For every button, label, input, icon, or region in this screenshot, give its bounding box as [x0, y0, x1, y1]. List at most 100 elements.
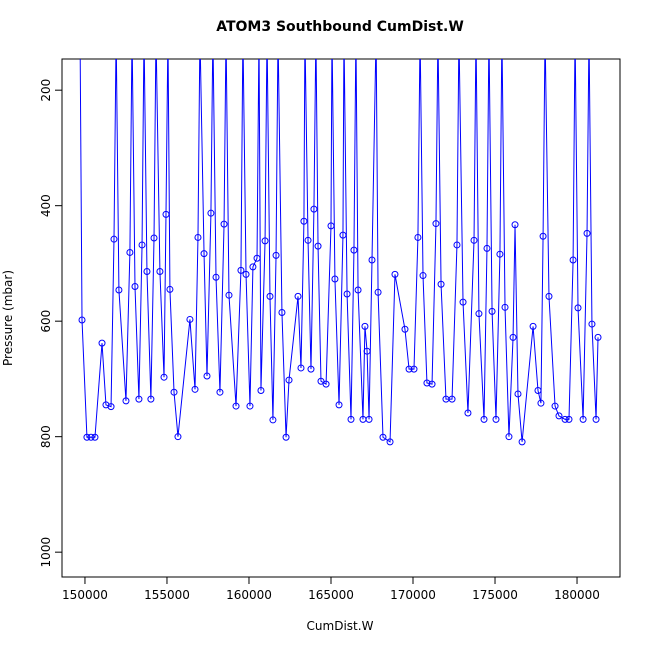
data-point — [414, 233, 422, 241]
data-point — [432, 220, 440, 228]
data-point — [150, 234, 158, 242]
x-tick-label: 175000 — [472, 588, 518, 602]
data-point — [419, 272, 427, 280]
data-point — [174, 433, 182, 441]
data-point — [501, 303, 509, 311]
data-point — [186, 315, 194, 323]
data-point — [410, 365, 418, 373]
data-point — [327, 222, 335, 230]
data-point — [212, 273, 220, 281]
data-point — [511, 221, 519, 229]
data-point — [220, 220, 228, 228]
x-tick-label: 165000 — [308, 588, 354, 602]
data-point — [361, 322, 369, 330]
data-point — [200, 250, 208, 258]
data-point — [347, 415, 355, 423]
data-point — [448, 395, 456, 403]
data-point — [282, 433, 290, 441]
data-point — [514, 390, 522, 398]
data-point — [561, 415, 569, 423]
data-point — [87, 433, 95, 441]
data-point — [354, 286, 362, 294]
data-point — [368, 256, 376, 264]
data-point — [110, 235, 118, 243]
data-point — [496, 250, 504, 258]
data-point — [391, 270, 399, 278]
data-point — [156, 268, 164, 276]
data-point — [242, 270, 250, 278]
data-point — [350, 246, 358, 254]
plot-area — [78, 59, 602, 446]
data-point — [592, 415, 600, 423]
data-point — [107, 403, 115, 411]
x-tick-label: 150000 — [62, 588, 108, 602]
x-tick-label: 180000 — [554, 588, 600, 602]
data-point — [249, 263, 257, 271]
data-point — [464, 409, 472, 417]
data-point — [147, 395, 155, 403]
data-point — [232, 402, 240, 410]
y-axis-label: Pressure (mbar) — [1, 270, 15, 366]
data-point — [335, 401, 343, 409]
data-point — [294, 292, 302, 300]
y-tick-label: 1000 — [39, 537, 53, 568]
data-point — [285, 376, 293, 384]
data-point — [453, 241, 461, 249]
data-point — [78, 316, 86, 324]
data-point — [423, 379, 431, 387]
data-point — [126, 248, 134, 256]
data-point — [428, 380, 436, 388]
data-point — [162, 210, 170, 218]
data-point — [160, 373, 168, 381]
x-axis-label: CumDist.W — [307, 619, 374, 633]
data-point — [297, 364, 305, 372]
data-point — [191, 385, 199, 393]
data-point — [339, 231, 347, 239]
data-point — [551, 402, 559, 410]
data-point — [459, 298, 467, 306]
data-point — [401, 325, 409, 333]
data-point — [509, 333, 517, 341]
data-point — [470, 236, 478, 244]
data-point — [405, 365, 413, 373]
data-point — [225, 291, 233, 299]
data-point — [539, 232, 547, 240]
data-point — [143, 268, 151, 276]
data-point — [480, 415, 488, 423]
data-point — [386, 438, 394, 446]
data-point — [317, 377, 325, 385]
data-point — [492, 415, 500, 423]
y-tick-label: 600 — [39, 310, 53, 333]
data-point — [253, 254, 261, 262]
data-point — [304, 236, 312, 244]
data-point — [518, 438, 526, 446]
y-tick-label: 400 — [39, 194, 53, 217]
data-point — [505, 433, 513, 441]
data-point — [555, 412, 563, 420]
data-point — [529, 322, 537, 330]
data-point — [537, 399, 545, 407]
data-point — [138, 241, 146, 249]
data-point — [131, 283, 139, 291]
data-point — [488, 307, 496, 315]
data-point — [237, 266, 245, 274]
data-point — [314, 242, 322, 250]
data-point — [475, 310, 483, 318]
data-line — [79, 59, 599, 443]
data-point — [115, 286, 123, 294]
data-point — [483, 244, 491, 252]
data-point — [343, 290, 351, 298]
data-point — [91, 433, 99, 441]
y-tick-label: 200 — [39, 79, 53, 102]
data-point — [569, 256, 577, 264]
data-point — [122, 397, 130, 405]
data-point — [365, 415, 373, 423]
x-tick-label: 160000 — [226, 588, 272, 602]
data-point — [216, 388, 224, 396]
data-point — [379, 433, 387, 441]
data-point — [588, 320, 596, 328]
data-point — [170, 388, 178, 396]
data-point — [300, 217, 308, 225]
data-point — [534, 386, 542, 394]
